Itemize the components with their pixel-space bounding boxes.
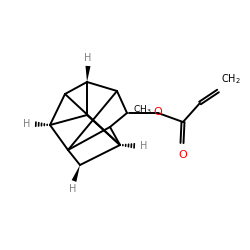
Text: CH$_2$: CH$_2$ (221, 72, 241, 86)
Text: H: H (69, 184, 77, 194)
Polygon shape (86, 66, 90, 82)
Text: H: H (140, 141, 147, 151)
Text: O: O (154, 107, 162, 117)
Polygon shape (72, 165, 80, 182)
Text: H: H (22, 119, 30, 129)
Text: CH$_3$: CH$_3$ (133, 104, 152, 116)
Text: H: H (84, 53, 92, 63)
Text: O: O (178, 150, 188, 160)
